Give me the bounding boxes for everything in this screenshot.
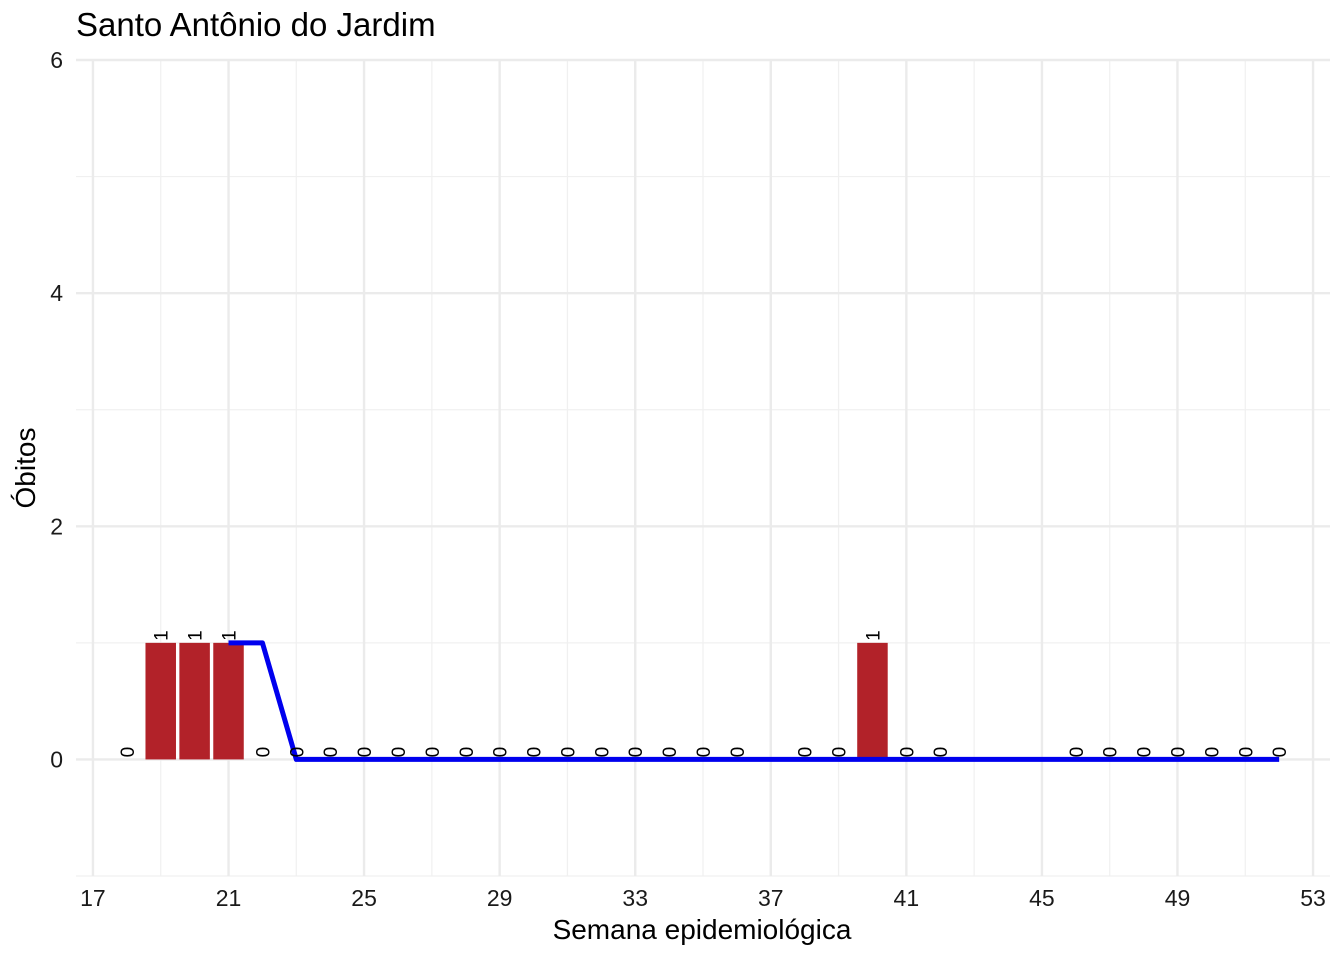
data-label-week-30: 0 <box>525 747 546 758</box>
data-label-week-42: 0 <box>931 747 952 758</box>
bar-week-19 <box>145 642 176 760</box>
x-tick-label: 21 <box>216 885 242 911</box>
data-label-week-23: 0 <box>287 747 308 758</box>
data-label-week-49: 0 <box>1168 747 1189 758</box>
y-tick-label: 6 <box>50 47 63 73</box>
x-tick-label: 29 <box>487 885 513 911</box>
data-label-week-19: 1 <box>152 630 173 641</box>
y-tick-label: 0 <box>50 746 63 772</box>
bar-week-40 <box>857 642 888 760</box>
y-tick-label: 2 <box>50 513 63 539</box>
x-tick-label: 45 <box>1029 885 1055 911</box>
data-label-week-18: 0 <box>118 747 139 758</box>
x-tick-label: 33 <box>622 885 648 911</box>
data-label-week-28: 0 <box>457 747 478 758</box>
data-label-week-51: 0 <box>1236 747 1257 758</box>
x-tick-label: 17 <box>80 885 106 911</box>
data-label-week-47: 0 <box>1101 747 1122 758</box>
chart-title: Santo Antônio do Jardim <box>76 6 436 43</box>
data-label-week-21: 1 <box>220 630 241 641</box>
data-labels: 0 1 1 1 0 0 0 0 0 0 0 0 0 0 0 0 0 0 0 0 0 1 0 0 0 0 0 0 0 0 0 <box>118 630 1291 757</box>
data-label-week-31: 0 <box>558 747 579 758</box>
data-label-week-29: 0 <box>491 747 512 758</box>
x-tick-label: 49 <box>1165 885 1191 911</box>
data-label-week-36: 0 <box>728 747 749 758</box>
data-label-week-50: 0 <box>1202 747 1223 758</box>
data-label-week-26: 0 <box>389 747 410 758</box>
x-tick-label: 25 <box>351 885 377 911</box>
axis-ticks: 17 21 25 29 33 37 41 45 49 53 0 2 4 6 <box>50 47 1326 911</box>
line-path <box>228 640 1280 762</box>
data-label-week-24: 0 <box>321 747 342 758</box>
data-label-week-22: 0 <box>253 747 274 758</box>
grid-minor-lines <box>76 60 1330 877</box>
y-axis-label: Óbitos <box>10 428 41 509</box>
data-label-week-41: 0 <box>897 747 918 758</box>
data-label-week-33: 0 <box>626 747 647 758</box>
data-label-week-46: 0 <box>1067 747 1088 758</box>
x-tick-label: 53 <box>1300 885 1326 911</box>
grid-major-lines <box>76 58 1330 876</box>
x-tick-label: 37 <box>758 885 784 911</box>
data-label-week-20: 1 <box>186 630 207 641</box>
bar-series <box>145 642 888 760</box>
bar-week-21 <box>213 642 244 760</box>
line-series <box>228 640 1280 762</box>
data-label-week-27: 0 <box>423 747 444 758</box>
data-label-week-32: 0 <box>592 747 613 758</box>
y-tick-label: 4 <box>50 280 63 306</box>
data-label-week-39: 0 <box>830 747 851 758</box>
bar-week-20 <box>179 642 210 760</box>
data-label-week-52: 0 <box>1270 747 1291 758</box>
data-label-week-38: 0 <box>796 747 817 758</box>
data-label-week-34: 0 <box>660 747 681 758</box>
data-label-week-35: 0 <box>694 747 715 758</box>
x-tick-label: 41 <box>894 885 920 911</box>
x-axis-label: Semana epidemiológica <box>553 914 852 945</box>
data-label-week-25: 0 <box>355 747 376 758</box>
data-label-week-48: 0 <box>1135 747 1156 758</box>
data-label-week-40: 1 <box>863 630 884 641</box>
